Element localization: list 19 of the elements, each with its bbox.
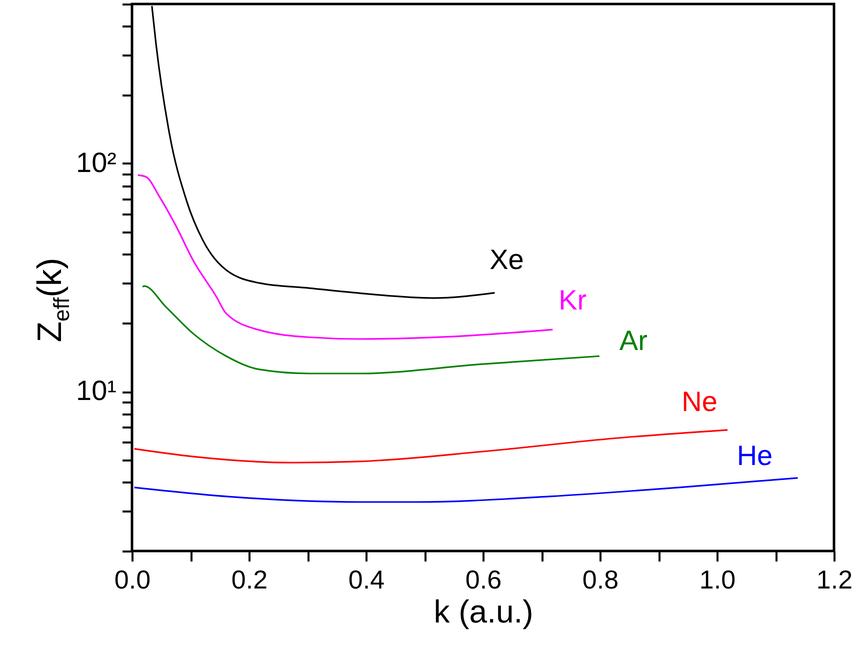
- x-tick-label: 0.8: [582, 564, 619, 594]
- x-tick-label: 0.6: [465, 564, 502, 594]
- line-series: [137, 174, 554, 340]
- line-series: [134, 477, 799, 503]
- x-tick-label: 0.0: [114, 564, 151, 594]
- series-label: Ne: [682, 386, 718, 417]
- y-tick-label: 10²: [76, 146, 116, 178]
- line-series: [142, 285, 600, 374]
- series-label: Kr: [558, 284, 587, 316]
- x-tick-label: 0.2: [231, 564, 268, 594]
- line-series: [134, 429, 728, 464]
- series-label: He: [736, 440, 773, 471]
- series-label: Xe: [490, 244, 524, 275]
- x-axis-title: k (a.u.): [434, 594, 534, 630]
- x-tick-label: 1.0: [699, 564, 736, 594]
- series-label: Ar: [619, 325, 648, 356]
- y-tick-label: 10¹: [76, 375, 116, 406]
- x-tick-label: 1.2: [816, 564, 853, 594]
- x-tick-label: 0.4: [348, 564, 385, 594]
